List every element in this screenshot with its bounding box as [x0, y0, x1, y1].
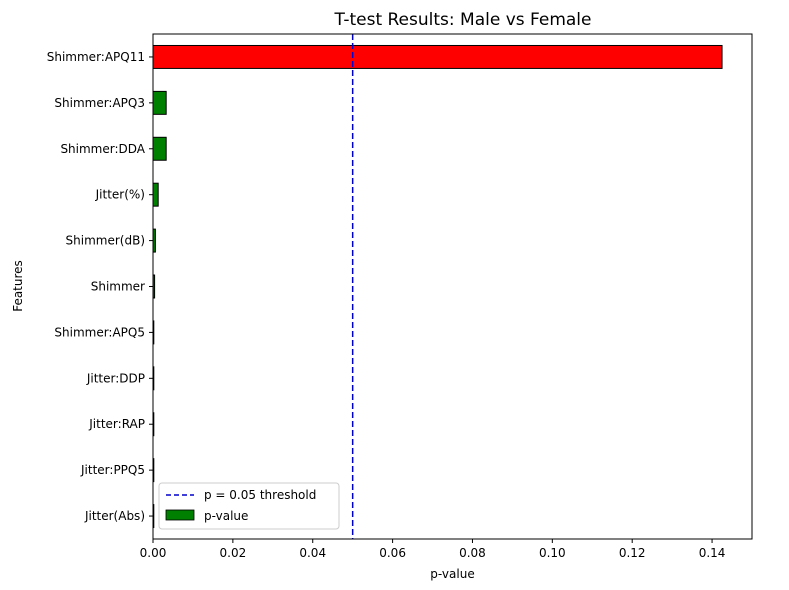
- x-tick-label: 0.08: [459, 546, 486, 560]
- x-tick-label: 0.04: [299, 546, 326, 560]
- bar: [152, 182, 159, 207]
- y-tick-label: Shimmer:DDA: [60, 142, 145, 156]
- chart-title: T-test Results: Male vs Female: [334, 10, 592, 30]
- x-tick-label: 0.12: [619, 546, 646, 560]
- y-tick-label: Shimmer:APQ3: [54, 96, 145, 110]
- y-tick-label: Jitter(Abs): [84, 509, 145, 523]
- y-tick-label: Jitter:PPQ5: [80, 463, 145, 477]
- y-tick-label: Jitter(%): [95, 188, 145, 202]
- bar: [152, 136, 167, 161]
- legend: p = 0.05 threshold p-value: [158, 482, 340, 530]
- x-tick-label: 0.06: [379, 546, 406, 560]
- plot-area: Shimmer:APQ11 Shimmer:APQ3 Shimmer:DDA Jitt…: [47, 33, 753, 560]
- x-tick-label: 0.14: [699, 546, 726, 560]
- legend-threshold-label: p = 0.05 threshold: [204, 488, 316, 502]
- y-tick-label: Shimmer:APQ11: [47, 50, 145, 64]
- x-tick-label: 0.02: [220, 546, 247, 560]
- x-tick-label: 0.10: [539, 546, 566, 560]
- bar: [152, 90, 167, 115]
- legend-box: [158, 482, 340, 530]
- plot-frame: [152, 33, 753, 540]
- legend-pvalue-swatch: [165, 509, 195, 521]
- y-tick-label: Shimmer(dB): [66, 234, 145, 248]
- bar: [152, 44, 723, 69]
- legend-pvalue-label: p-value: [204, 509, 248, 523]
- y-axis-label: Features: [11, 260, 25, 312]
- x-axis-label: p-value: [430, 567, 474, 581]
- y-tick-label: Jitter:DDP: [86, 371, 145, 385]
- y-tick-label: Jitter:RAP: [88, 417, 145, 431]
- y-tick-label: Shimmer:APQ5: [54, 325, 145, 339]
- y-tick-label: Shimmer: [91, 280, 145, 294]
- x-tick-label: 0.00: [140, 546, 167, 560]
